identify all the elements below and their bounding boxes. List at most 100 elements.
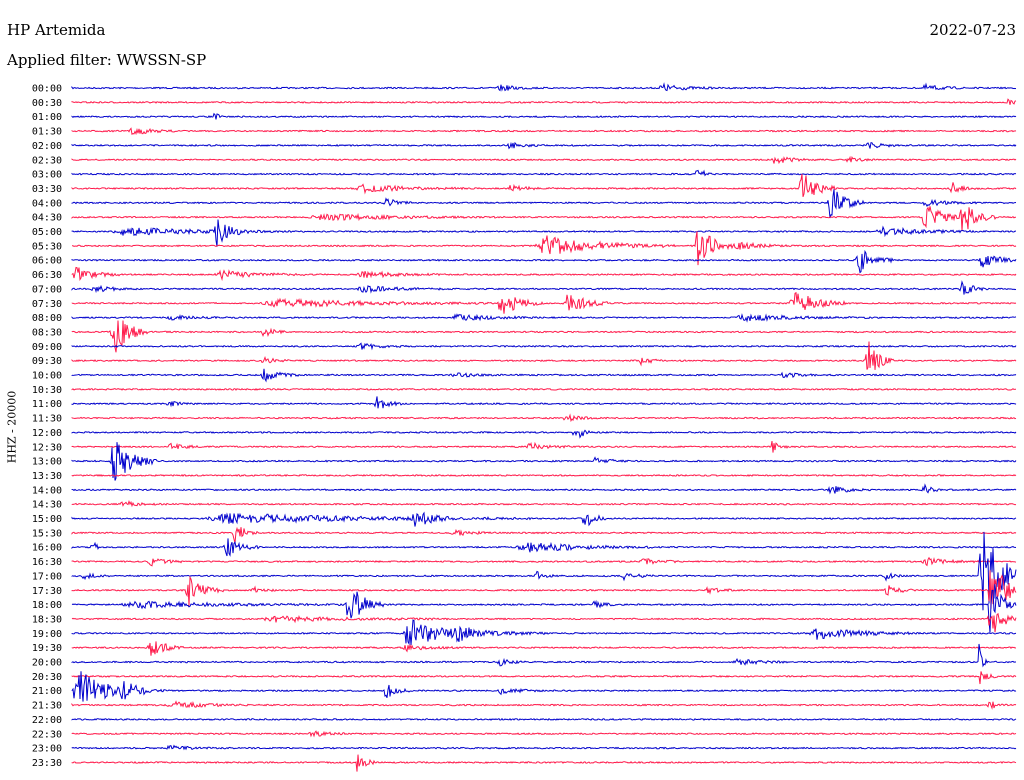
trace-row (71, 754, 1017, 772)
time-label: 03:00 (32, 170, 62, 181)
trace-row (71, 219, 1016, 247)
time-label: 20:00 (32, 658, 62, 669)
trace-row (71, 671, 1017, 702)
time-label: 09:00 (32, 342, 62, 353)
time-label: 22:30 (32, 729, 62, 740)
time-label: 18:30 (32, 614, 62, 625)
trace-row (71, 127, 1017, 136)
time-label: 00:00 (32, 84, 62, 95)
time-label: 15:00 (32, 514, 62, 525)
time-label: 23:00 (32, 744, 62, 755)
trace-row (71, 112, 1017, 120)
trace-row (71, 526, 1017, 544)
trace-row (71, 538, 1017, 557)
trace-row (71, 155, 1017, 165)
time-label: 15:30 (32, 528, 62, 539)
trace-row (71, 342, 1017, 351)
trace-row (71, 441, 1017, 453)
trace-row (71, 531, 1017, 611)
time-label: 07:30 (32, 299, 62, 310)
time-label: 06:30 (32, 270, 62, 281)
time-label: 12:00 (32, 428, 62, 439)
trace-row (72, 231, 1017, 266)
trace-row (71, 570, 1017, 609)
trace-row (71, 206, 1016, 231)
trace-row (71, 730, 1017, 738)
time-label: 21:00 (32, 686, 62, 697)
time-label: 11:00 (32, 399, 62, 410)
trace-row (71, 413, 1017, 423)
trace-row (71, 556, 1017, 567)
trace-row (71, 291, 1017, 314)
time-label: 00:30 (32, 98, 62, 109)
trace-row (71, 249, 1017, 274)
time-label: 21:30 (32, 701, 62, 712)
trace-row (71, 589, 1017, 633)
trace-row (71, 313, 1017, 323)
time-label: 09:30 (32, 356, 62, 367)
time-label: 16:30 (32, 557, 62, 568)
time-label: 04:00 (32, 198, 62, 209)
time-label: 08:30 (32, 327, 62, 338)
trace-row (71, 500, 1017, 508)
time-label: 10:30 (32, 385, 62, 396)
time-label: 05:30 (32, 241, 62, 252)
time-label: 01:30 (32, 127, 62, 138)
trace-row (71, 387, 1016, 391)
trace-row (71, 474, 1017, 477)
trace-row (71, 442, 1017, 481)
trace-row (71, 189, 1017, 219)
time-label: 14:30 (32, 500, 62, 511)
time-label: 13:30 (32, 471, 62, 482)
trace-row (71, 341, 1017, 370)
time-label: 17:30 (32, 586, 62, 597)
trace-row (71, 320, 1017, 353)
time-label: 04:30 (32, 213, 62, 224)
time-label: 18:00 (32, 600, 62, 611)
time-label: 12:30 (32, 442, 62, 453)
trace-row (71, 643, 1016, 668)
filter-label: Applied filter: WWSSN-SP (7, 51, 207, 69)
trace-row (71, 174, 1017, 197)
time-label: 10:00 (32, 371, 62, 382)
trace-row (71, 511, 1017, 527)
record-date: 2022-07-23 (929, 21, 1016, 39)
trace-row (71, 266, 1017, 282)
trace-row (71, 82, 1017, 92)
trace-row (71, 744, 1017, 751)
trace-row (71, 429, 1017, 439)
time-label: 14:00 (32, 485, 62, 496)
time-label: 20:30 (32, 672, 62, 683)
time-label: 02:00 (32, 141, 62, 152)
trace-row (71, 619, 1017, 646)
trace-row (71, 641, 1017, 656)
trace-row (71, 141, 1017, 150)
time-label: 11:30 (32, 414, 62, 425)
trace-row (71, 700, 1017, 710)
time-label: 08:00 (32, 313, 62, 324)
time-label: 06:00 (32, 256, 62, 267)
trace-row (71, 396, 1017, 409)
trace-row (71, 169, 1017, 177)
time-label: 19:00 (32, 629, 62, 640)
station-name: HP Artemida (7, 21, 106, 39)
trace-row (71, 717, 1017, 721)
time-label: 19:30 (32, 643, 62, 654)
trace-row (71, 98, 1017, 105)
trace-row (71, 612, 1017, 633)
time-label: 03:30 (32, 184, 62, 195)
trace-row (71, 671, 1017, 685)
time-label: 23:30 (32, 758, 62, 769)
time-label: 02:30 (32, 155, 62, 166)
time-label: 05:00 (32, 227, 62, 238)
time-label: 07:00 (32, 284, 62, 295)
trace-row (71, 280, 1017, 295)
time-label: 17:00 (32, 571, 62, 582)
time-label: 22:00 (32, 715, 62, 726)
time-label: 16:00 (32, 543, 62, 554)
trace-row (71, 483, 1017, 495)
time-label: 01:00 (32, 112, 62, 123)
trace-row (71, 368, 1017, 383)
time-label: 13:00 (32, 457, 62, 468)
